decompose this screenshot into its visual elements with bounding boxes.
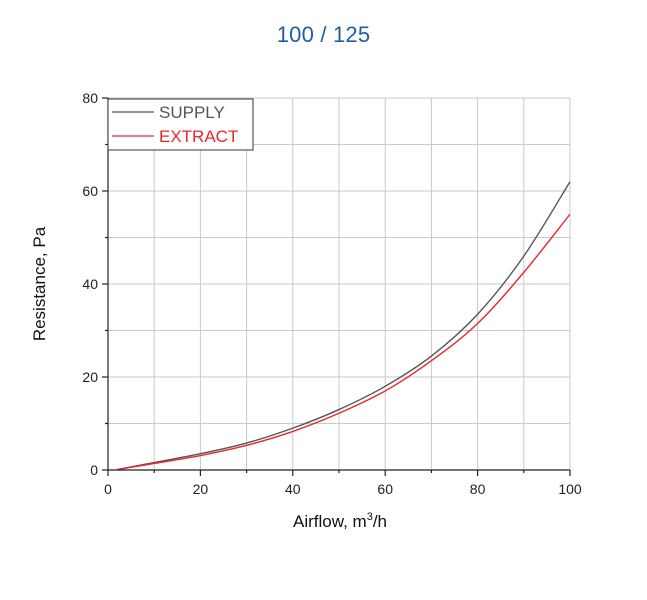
y-tick-label: 0: [90, 462, 98, 478]
ticks: 0 20 40 60 80 100 0 20 40 60 80: [82, 90, 581, 497]
legend-label-supply: SUPPLY: [159, 103, 225, 122]
x-tick-label: 60: [377, 481, 393, 497]
series-line-supply: [117, 181, 571, 471]
x-tick-label: 0: [104, 481, 112, 497]
grid: [108, 97, 571, 470]
legend: SUPPLY EXTRACT: [107, 98, 254, 151]
series-lines: [117, 181, 571, 471]
x-tick-label: 100: [558, 481, 582, 497]
y-tick-label: 80: [82, 90, 98, 106]
y-axis-title: Resistance, Pa: [30, 226, 49, 341]
y-tick-label: 60: [82, 183, 98, 199]
chart-title: 100 / 125: [276, 22, 371, 47]
x-tick-label: 80: [470, 481, 486, 497]
legend-label-extract: EXTRACT: [159, 127, 238, 146]
y-tick-label: 40: [82, 276, 98, 292]
y-tick-label: 20: [82, 369, 98, 385]
series-line-extract: [117, 213, 571, 471]
x-tick-label: 20: [193, 481, 209, 497]
x-tick-label: 40: [285, 481, 301, 497]
legend-box: [107, 98, 254, 151]
x-axis-title: Airflow, m3/h: [293, 511, 387, 531]
